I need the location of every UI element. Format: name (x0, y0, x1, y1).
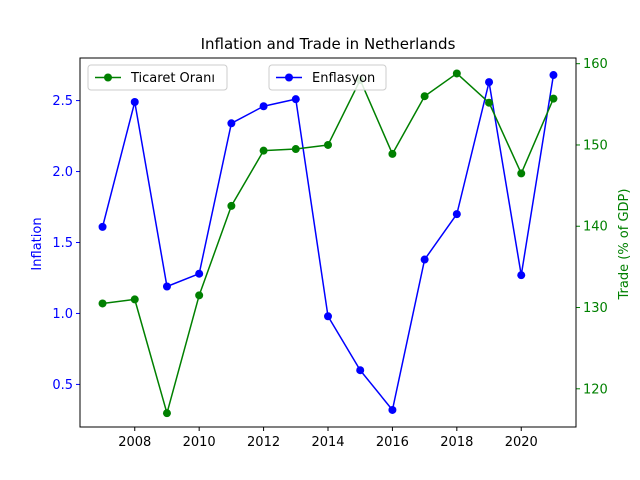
trade-data-point (388, 149, 397, 158)
y-left-axis-label: Inflation (30, 217, 45, 270)
inflation-data-point (291, 95, 300, 104)
y-right-axis-label: Trade (% of GDP) (617, 189, 632, 301)
y-right-tick-label: 140 (583, 220, 608, 235)
inflation-data-point (227, 119, 236, 128)
trade-data-point (98, 299, 107, 308)
trade-data-point (485, 98, 494, 107)
trade-data-point (420, 92, 429, 101)
inflation-data-point (485, 78, 494, 87)
y-right-tick-label: 130 (583, 301, 608, 316)
inflation-data-point (420, 255, 429, 264)
x-tick-label: 2020 (505, 435, 538, 450)
legend-upper-left: Ticaret Oranı (87, 64, 228, 91)
inflation-data-point (517, 271, 526, 280)
legend-label: Ticaret Oranı (130, 71, 215, 86)
x-tick-label: 2012 (247, 435, 280, 450)
legend-swatch-marker (285, 73, 293, 82)
y-left-tick-label: 1.0 (52, 307, 73, 322)
trade-data-point (549, 94, 558, 103)
y-left-tick-label: 2.5 (52, 94, 73, 109)
inflation-data-point (356, 366, 365, 375)
x-tick-label: 2018 (440, 435, 473, 450)
y-left-tick-label: 1.5 (52, 236, 73, 251)
chart-title: Inflation and Trade in Netherlands (201, 35, 456, 53)
trade-data-point (162, 409, 171, 418)
trade-data-point (130, 295, 139, 304)
trade-data-point (291, 145, 300, 154)
x-tick-label: 2016 (376, 435, 409, 450)
y-right-tick-label: 160 (583, 57, 608, 72)
y-left-tick-label: 2.0 (52, 165, 73, 180)
x-tick-label: 2010 (183, 435, 216, 450)
inflation-data-point (195, 269, 204, 278)
trade-data-point (227, 201, 236, 210)
trade-data-point (324, 140, 332, 149)
x-tick-label: 2008 (118, 435, 151, 450)
inflation-data-point (162, 282, 171, 291)
inflation-data-point (130, 97, 139, 106)
inflation-data-point (259, 102, 268, 111)
legend-swatch-marker (104, 73, 112, 82)
y-left-tick-label: 0.5 (52, 378, 73, 393)
trade-data-point (517, 169, 526, 178)
legend-label: Enflasyon (312, 71, 375, 86)
inflation-data-point (324, 312, 332, 321)
y-right-tick-label: 150 (583, 138, 608, 153)
trade-data-point (452, 69, 461, 78)
inflation-data-point (452, 210, 461, 219)
x-tick-label: 2014 (311, 435, 344, 450)
y-right-tick-label: 120 (583, 382, 608, 397)
plot-frame (79, 57, 577, 428)
plot-area: 2008 2010 2012 2014 2016 2018 2020 0.5 1.0 1.5 2.0… (52, 57, 608, 450)
legend-box (268, 64, 387, 91)
inflation-data-point (388, 405, 397, 414)
trade-data-point (195, 291, 204, 300)
inflation-data-point (98, 222, 107, 231)
legend-box (87, 64, 228, 91)
trade-data-point (259, 146, 268, 155)
legend-upper-center: Enflasyon (268, 64, 387, 91)
inflation-data-point (549, 71, 558, 80)
